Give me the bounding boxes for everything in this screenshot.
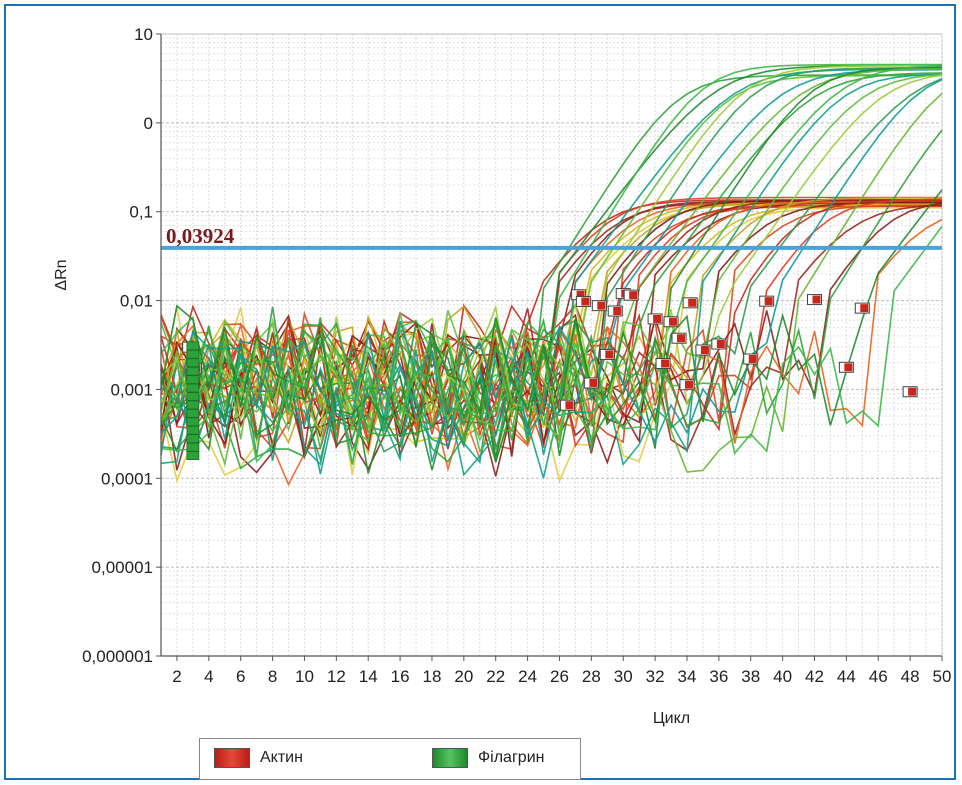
filagrin-curve [160,73,943,443]
x-tick-label: 6 [236,667,245,686]
legend-item-filagrin: Філагрин [432,748,544,768]
ct-marker-green [186,442,200,452]
x-tick-label: 12 [327,667,346,686]
threshold-group: 0,03924 [161,224,942,250]
legend-swatch-filagrin [432,748,468,768]
chart-frame: 0,03924 10 0 0,1 0,01 0,001 0,0001 0,00001 0,00… [4,4,956,780]
x-tick-label: 38 [741,667,760,686]
amplification-curves [160,63,943,487]
y-tick-label: 0,1 [129,203,153,222]
x-tick-label: 4 [204,667,213,686]
x-tick-label: 28 [582,667,601,686]
x-tick-label: 26 [550,667,569,686]
ct-marker [677,334,686,343]
x-tick-label: 22 [486,667,505,686]
legend-label-aktin: Актин [260,749,303,766]
legend: Актин Філагрин [199,738,581,780]
ct-marker [653,314,662,323]
x-tick-label: 8 [268,667,277,686]
aktin-curve [160,204,942,436]
ct-marker [812,295,821,304]
ct-marker-green [186,400,200,410]
x-tick-label: 18 [422,667,441,686]
filagrin-curve [160,77,943,431]
ct-marker [748,354,757,363]
legend-item-aktin: Актин [214,748,303,768]
amplification-plot: 0,03924 1000,10,010,0010,00010,000010,00… [53,25,951,727]
legend-swatch-aktin [214,748,250,768]
ct-marker [860,304,869,313]
x-tick-label: 36 [709,667,728,686]
filagrin-curve [160,225,943,465]
ct-marker-green [186,392,200,401]
ct-marker [581,297,590,306]
ct-marker-green [186,451,200,461]
x-tick-label: 50 [933,667,952,686]
x-tick-label: 24 [518,667,537,686]
x-tick-label: 2 [172,667,181,686]
filagrin-curve [160,129,943,439]
x-tick-label: 10 [295,667,314,686]
ct-marker-green [186,434,200,444]
ct-marker [669,317,678,326]
x-tick-label: 48 [901,667,920,686]
ct-marker [700,345,709,354]
ct-marker [597,301,606,310]
ct-marker [605,350,614,359]
threshold-label: 0,03924 [166,224,235,248]
y-tick-label: 0 [144,114,153,133]
x-tick-label: 16 [391,667,410,686]
ct-marker [716,339,725,348]
ct-marker [764,297,773,306]
ct-marker-green [186,341,200,351]
filagrin-curve [160,74,942,418]
y-axis-title: ΔRn [53,259,70,290]
ct-marker [844,363,853,372]
ct-marker-green [186,425,200,435]
ct-marker [565,401,574,410]
y-tick-label: 10 [134,25,153,44]
x-tick-label: 30 [614,667,633,686]
ct-marker [908,387,917,396]
x-tick-label: 44 [837,667,856,686]
y-tick-label: 0,00001 [92,558,153,577]
x-tick-label: 14 [359,667,378,686]
ct-marker [688,298,697,307]
filagrin-curve [160,64,943,431]
x-tick-label: 40 [773,667,792,686]
y-tick-label: 0,000001 [82,647,153,666]
x-axis-title: Цикл [653,710,690,727]
filagrin-curve [160,74,942,470]
ct-marker-green [186,417,200,427]
ct-marker [589,378,598,387]
ct-marker-green [186,383,200,393]
ct-marker [629,291,638,300]
x-tick-label: 32 [646,667,665,686]
filagrin-curve [160,68,943,455]
ct-marker [661,359,670,368]
y-tick-label: 0,0001 [101,469,153,488]
ct-marker-green [186,375,200,385]
y-tick-label: 0,001 [110,380,153,399]
x-tick-label: 20 [454,667,473,686]
ct-marker-green [186,358,200,368]
aktin-curve [160,218,943,444]
y-tick-label: 0,01 [120,292,153,311]
ct-marker [684,380,693,389]
ct-marker [576,290,585,299]
x-tick-label: 46 [869,667,888,686]
legend-label-filagrin: Філагрин [478,749,545,766]
x-tick-label: 42 [805,667,824,686]
ct-marker-green [186,366,200,376]
ct-markers [182,288,918,461]
ct-marker [613,307,622,316]
ct-marker-green [186,408,200,418]
x-tick-label: 34 [678,667,697,686]
ct-marker-green [186,349,200,359]
